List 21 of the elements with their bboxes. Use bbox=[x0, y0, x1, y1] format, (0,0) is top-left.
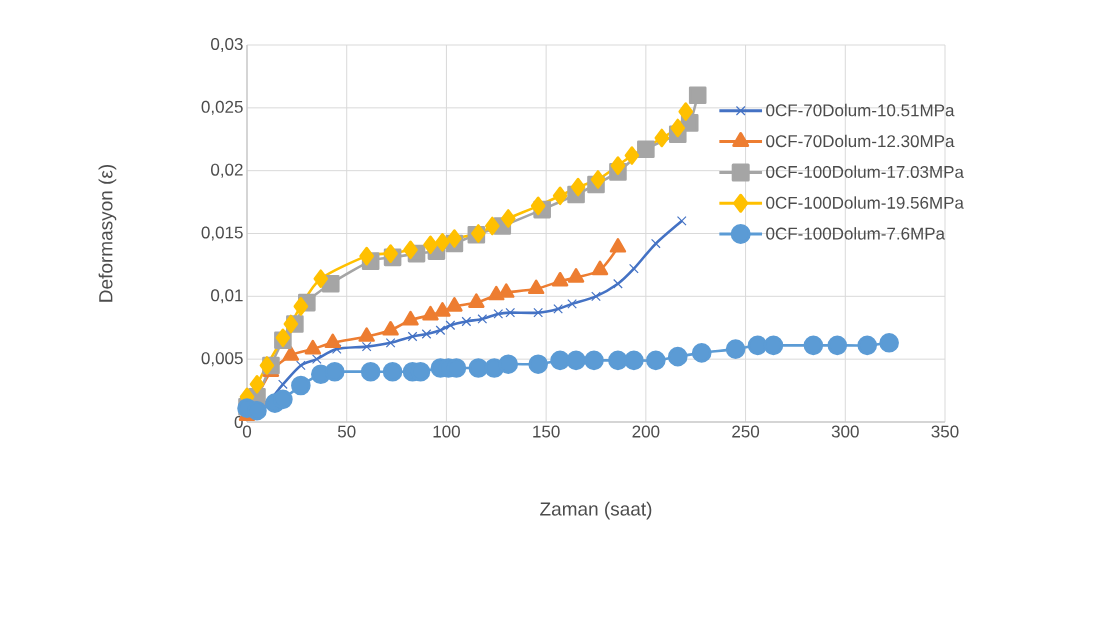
legend-label: 0CF-100Dolum-19.56MPa bbox=[766, 196, 964, 209]
x-tick-label: 250 bbox=[732, 425, 760, 438]
x-tick-label: 0 bbox=[242, 425, 252, 438]
y-tick-label: 0,02 bbox=[211, 163, 243, 178]
legend-label: 0CF-70Dolum-10.51MPa bbox=[766, 103, 955, 117]
y-tick-label: 0,005 bbox=[201, 352, 243, 367]
legend-label: 0CF-100Dolum-7.6MPa bbox=[766, 227, 946, 240]
x-tick-label: 150 bbox=[533, 425, 560, 438]
x-tick-label: 350 bbox=[931, 425, 959, 438]
x-tick-label: 50 bbox=[337, 425, 356, 438]
legend-label: 0CF-100Dolum-17.03MPa bbox=[766, 165, 964, 178]
y-axis-title: Deformasyon (ε) bbox=[98, 165, 117, 302]
x-tick-label: 200 bbox=[632, 425, 660, 438]
y-tick-label: 0,01 bbox=[211, 289, 243, 304]
x-tick-label: 100 bbox=[433, 425, 460, 438]
x-tick-label: 300 bbox=[831, 425, 859, 438]
x-axis-title: Zaman (saat) bbox=[540, 501, 652, 520]
legend-label: 0CF-70Dolum-12.30MPa bbox=[766, 134, 955, 148]
y-tick-label: 0,03 bbox=[211, 37, 243, 53]
y-tick-label: 0,025 bbox=[201, 100, 243, 115]
y-tick-label: 0,015 bbox=[201, 226, 243, 241]
